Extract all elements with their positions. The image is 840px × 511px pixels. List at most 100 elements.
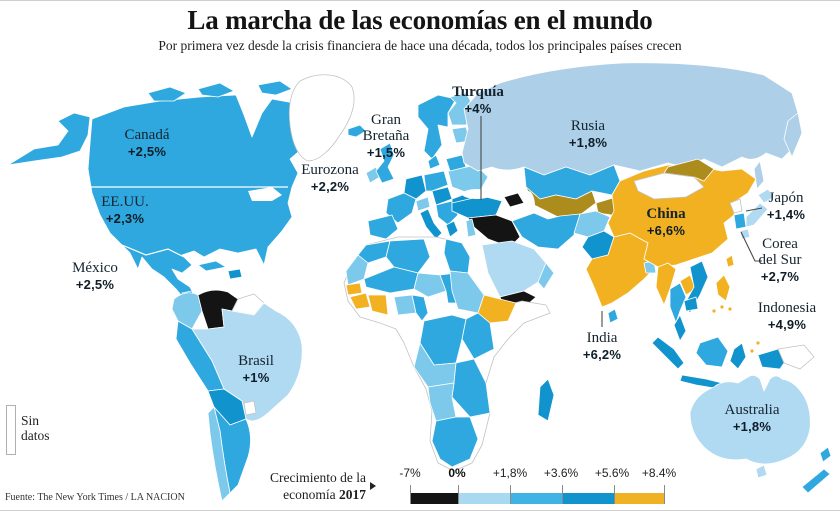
country-name: Rusia <box>570 118 606 134</box>
legend-tick-mark <box>664 485 665 504</box>
legend-title-line2: economía <box>283 487 339 502</box>
country-name: Australia <box>724 402 780 418</box>
moluccas-island-2 <box>755 340 761 346</box>
country-japan-kyushu <box>739 228 751 240</box>
country-name: Japón <box>768 190 804 206</box>
region-sakhalin <box>753 160 765 190</box>
country-south-korea <box>733 212 747 230</box>
label-indonesia: Indonesia +4,9% <box>757 300 817 333</box>
country-value: +1% <box>242 369 270 385</box>
country-value: +1,8% <box>732 418 772 434</box>
country-taiwan <box>725 254 735 268</box>
legend-tick-mark <box>410 485 411 504</box>
country-value: +2,5% <box>127 143 167 159</box>
russia-central-asia <box>461 62 803 221</box>
legend-tick-label: +1,8% <box>492 466 528 480</box>
country-name: Eurozona <box>301 162 359 178</box>
legend-segment-5-6-to-8-4 <box>614 493 664 504</box>
country-value: +4% <box>464 100 492 116</box>
country-ivory-coast-ghana <box>367 294 389 316</box>
country-greenland <box>288 74 355 162</box>
legend-segment-0-to-1-8 <box>458 493 510 504</box>
page-subtitle: Por primera vez desde la crisis financie… <box>158 38 682 53</box>
source-credit: Fuente: The New York Times / LA NACION <box>5 492 185 503</box>
country-guinea <box>349 292 371 310</box>
country-name: Indonesia <box>757 300 817 316</box>
country-alaska <box>7 112 91 166</box>
country-value: +1,4% <box>766 206 806 222</box>
legend-tick-label: 0% <box>448 466 466 480</box>
country-name: Corea del Sur <box>758 236 802 268</box>
label-china: China +6,6% <box>646 206 686 239</box>
africa <box>343 236 555 472</box>
country-new-zealand-north <box>819 446 832 463</box>
legend-segment-negative <box>410 493 458 504</box>
label-india: India +6,2% <box>582 330 622 363</box>
country-philippines <box>715 274 731 302</box>
legend-color-bar <box>410 493 664 504</box>
label-south-korea: Corea del Sur +2,7% <box>752 236 808 285</box>
country-iceland <box>347 124 367 138</box>
country-oman <box>537 262 555 290</box>
country-value: +2,7% <box>760 268 800 284</box>
europe <box>365 92 489 240</box>
country-south-africa <box>431 416 479 468</box>
country-canada-usa-mexico <box>87 94 315 302</box>
country-tasmania <box>755 464 768 479</box>
label-mexico: México +2,5% <box>72 260 118 293</box>
middle-east <box>451 189 581 312</box>
country-hispaniola <box>227 268 243 280</box>
country-paraguay <box>243 400 257 416</box>
border-usa-mexico <box>121 244 185 258</box>
country-madagascar <box>537 378 555 422</box>
country-value: +6,2% <box>582 346 622 362</box>
country-cuba <box>197 260 227 272</box>
country-indonesia-borneo <box>695 336 729 368</box>
country-name: México <box>72 260 118 276</box>
country-cameroon <box>411 294 429 322</box>
leader-lines <box>480 116 763 327</box>
legend-tick-label: +5.6% <box>594 466 630 480</box>
legend-tick-mark <box>458 485 459 504</box>
country-niger <box>413 272 447 298</box>
country-brazil <box>191 302 303 422</box>
country-iran <box>511 212 581 250</box>
country-chile <box>207 406 231 502</box>
oceania <box>689 375 832 494</box>
country-value: +6,6% <box>646 222 686 238</box>
country-russia <box>461 62 799 176</box>
country-germany <box>403 174 427 200</box>
philippines-island-2 <box>727 306 733 312</box>
label-turkey: Turquía +4% <box>452 84 504 117</box>
philippines-island-1 <box>719 304 725 310</box>
philippines-island-3 <box>711 308 717 314</box>
legend-tick-mark <box>614 485 615 504</box>
country-sri-lanka <box>607 308 619 324</box>
country-saudi-arabia <box>481 240 547 298</box>
label-uk: Gran Bretaña +1,5% <box>353 112 419 161</box>
label-usa: EE.UU. +2,3% <box>101 194 149 227</box>
country-name: Gran Bretaña <box>362 112 410 144</box>
country-value: +2,3% <box>105 210 145 226</box>
country-italy <box>419 208 443 240</box>
country-indonesia-sumatra <box>651 336 685 370</box>
country-value: +2,2% <box>310 178 350 194</box>
country-value: +4,9% <box>767 316 807 332</box>
south-east-asia <box>573 158 815 396</box>
country-value: +2,5% <box>75 276 115 292</box>
country-mongolia <box>633 172 705 200</box>
country-france <box>385 192 417 224</box>
south-america <box>171 289 303 502</box>
country-name: China <box>646 206 686 222</box>
country-name: Canadá <box>124 127 170 143</box>
leader-line-south-korea <box>740 231 762 262</box>
label-russia: Rusia +1,8% <box>569 118 607 151</box>
country-colombia <box>171 292 203 330</box>
country-denmark <box>427 154 441 170</box>
country-caucasus <box>503 192 525 208</box>
legend-title-line1: Crecimiento de la <box>270 470 366 485</box>
legend-title: Crecimiento de la economía 2017 <box>236 469 366 503</box>
no-data-label: Sin datos <box>21 413 50 443</box>
country-new-zealand-south <box>801 468 831 494</box>
legend-tick-label: +8.4% <box>641 466 677 480</box>
